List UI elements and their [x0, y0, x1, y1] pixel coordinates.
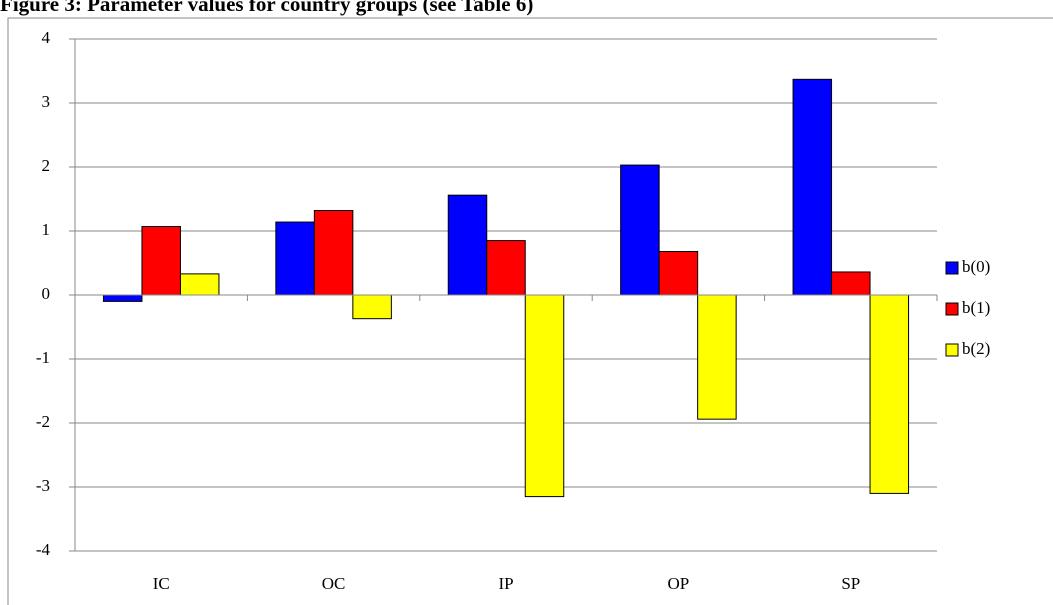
x-tick-label: SP [841, 574, 860, 593]
chart-frame [7, 17, 1053, 605]
legend-label: b(1) [962, 298, 990, 317]
x-tick-label: OP [668, 574, 690, 593]
chart-title: Figure 3: Parameter values for country g… [0, 0, 533, 16]
bar [658, 250, 699, 296]
bar [141, 226, 181, 296]
bar [524, 294, 565, 498]
legend-label: b(2) [962, 339, 990, 358]
bar [869, 294, 910, 494]
bar [620, 164, 660, 296]
y-tick-label: 3 [42, 92, 51, 111]
x-tick-label: IP [498, 574, 513, 593]
legend-swatch [945, 302, 959, 316]
y-tick-label: -4 [36, 540, 51, 559]
y-tick-label: -1 [36, 348, 50, 367]
y-tick-label: 4 [42, 28, 51, 47]
bar [352, 294, 392, 320]
bar [179, 273, 220, 296]
legend-swatch [945, 343, 959, 357]
bar [102, 294, 143, 302]
x-tick-label: IC [153, 574, 170, 593]
bar [486, 240, 526, 296]
bar [447, 194, 488, 296]
y-tick-label: -3 [36, 476, 50, 495]
y-tick-label: -2 [36, 412, 50, 431]
x-tick-label: OC [322, 574, 346, 593]
bar [275, 221, 315, 296]
y-tick-label: 2 [42, 156, 51, 175]
bar [313, 210, 354, 296]
legend-label: b(0) [962, 257, 990, 276]
bar [831, 271, 871, 296]
bar [697, 294, 737, 420]
y-tick-label: 1 [42, 220, 51, 239]
y-tick-label: 0 [42, 284, 51, 303]
legend-swatch [945, 261, 959, 275]
bar [792, 78, 833, 296]
